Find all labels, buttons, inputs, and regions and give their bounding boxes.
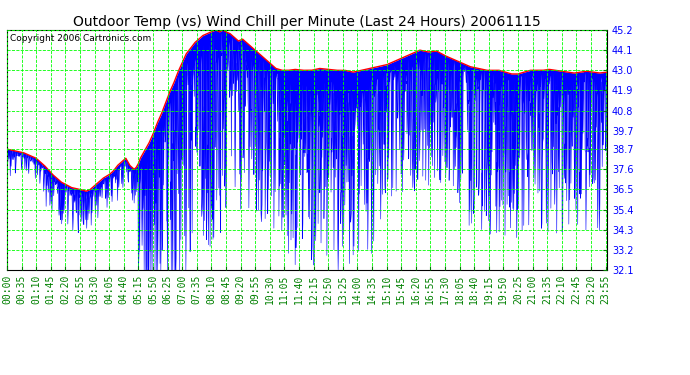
- Text: Copyright 2006 Cartronics.com: Copyright 2006 Cartronics.com: [10, 34, 151, 43]
- Title: Outdoor Temp (vs) Wind Chill per Minute (Last 24 Hours) 20061115: Outdoor Temp (vs) Wind Chill per Minute …: [73, 15, 541, 29]
